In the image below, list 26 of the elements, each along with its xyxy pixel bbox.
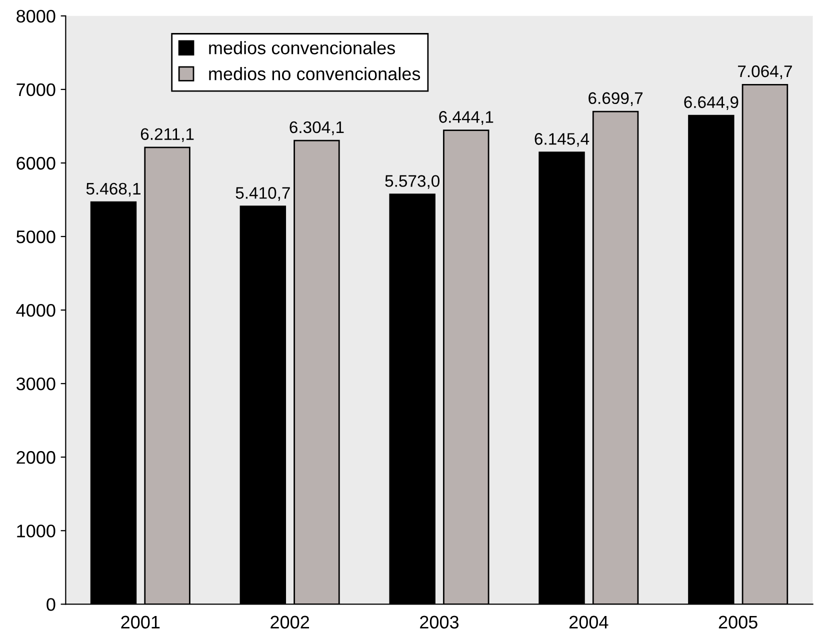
- y-tick-label: 2000: [16, 451, 56, 464]
- x-tick-label: 2005: [718, 616, 758, 629]
- y-tick-label: 4000: [16, 304, 56, 317]
- data-label: 5.573,0: [385, 175, 440, 189]
- y-tick-label: 0: [46, 598, 56, 611]
- y-tick-label: 3000: [16, 378, 56, 390]
- data-label: 6.145,4: [534, 133, 590, 147]
- legend-label: medios convencionales: [209, 41, 395, 54]
- data-label: 6.444,1: [439, 111, 494, 125]
- x-tick-label: 2002: [270, 616, 309, 629]
- y-tick-label: 1000: [17, 524, 56, 538]
- y-tick-label: 7000: [16, 83, 56, 96]
- x-tick-label: 2001: [121, 616, 160, 629]
- x-tick-label: 2004: [569, 616, 608, 629]
- x-tick-label: 2003: [420, 616, 459, 629]
- data-label: 6.304,1: [290, 121, 344, 136]
- data-label: 6.211,1: [140, 128, 194, 142]
- data-label: 6.644,9: [684, 96, 738, 110]
- legend-label: medios no convencionales: [209, 67, 420, 80]
- y-tick-label: 8000: [16, 10, 56, 23]
- data-label: 6.699,7: [588, 92, 643, 106]
- data-label: 7.064,7: [738, 65, 792, 80]
- y-tick-label: 6000: [16, 156, 56, 170]
- data-label: 5.468,1: [86, 182, 140, 197]
- data-label: 5.410,7: [236, 187, 290, 201]
- y-tick-label: 5000: [16, 230, 56, 244]
